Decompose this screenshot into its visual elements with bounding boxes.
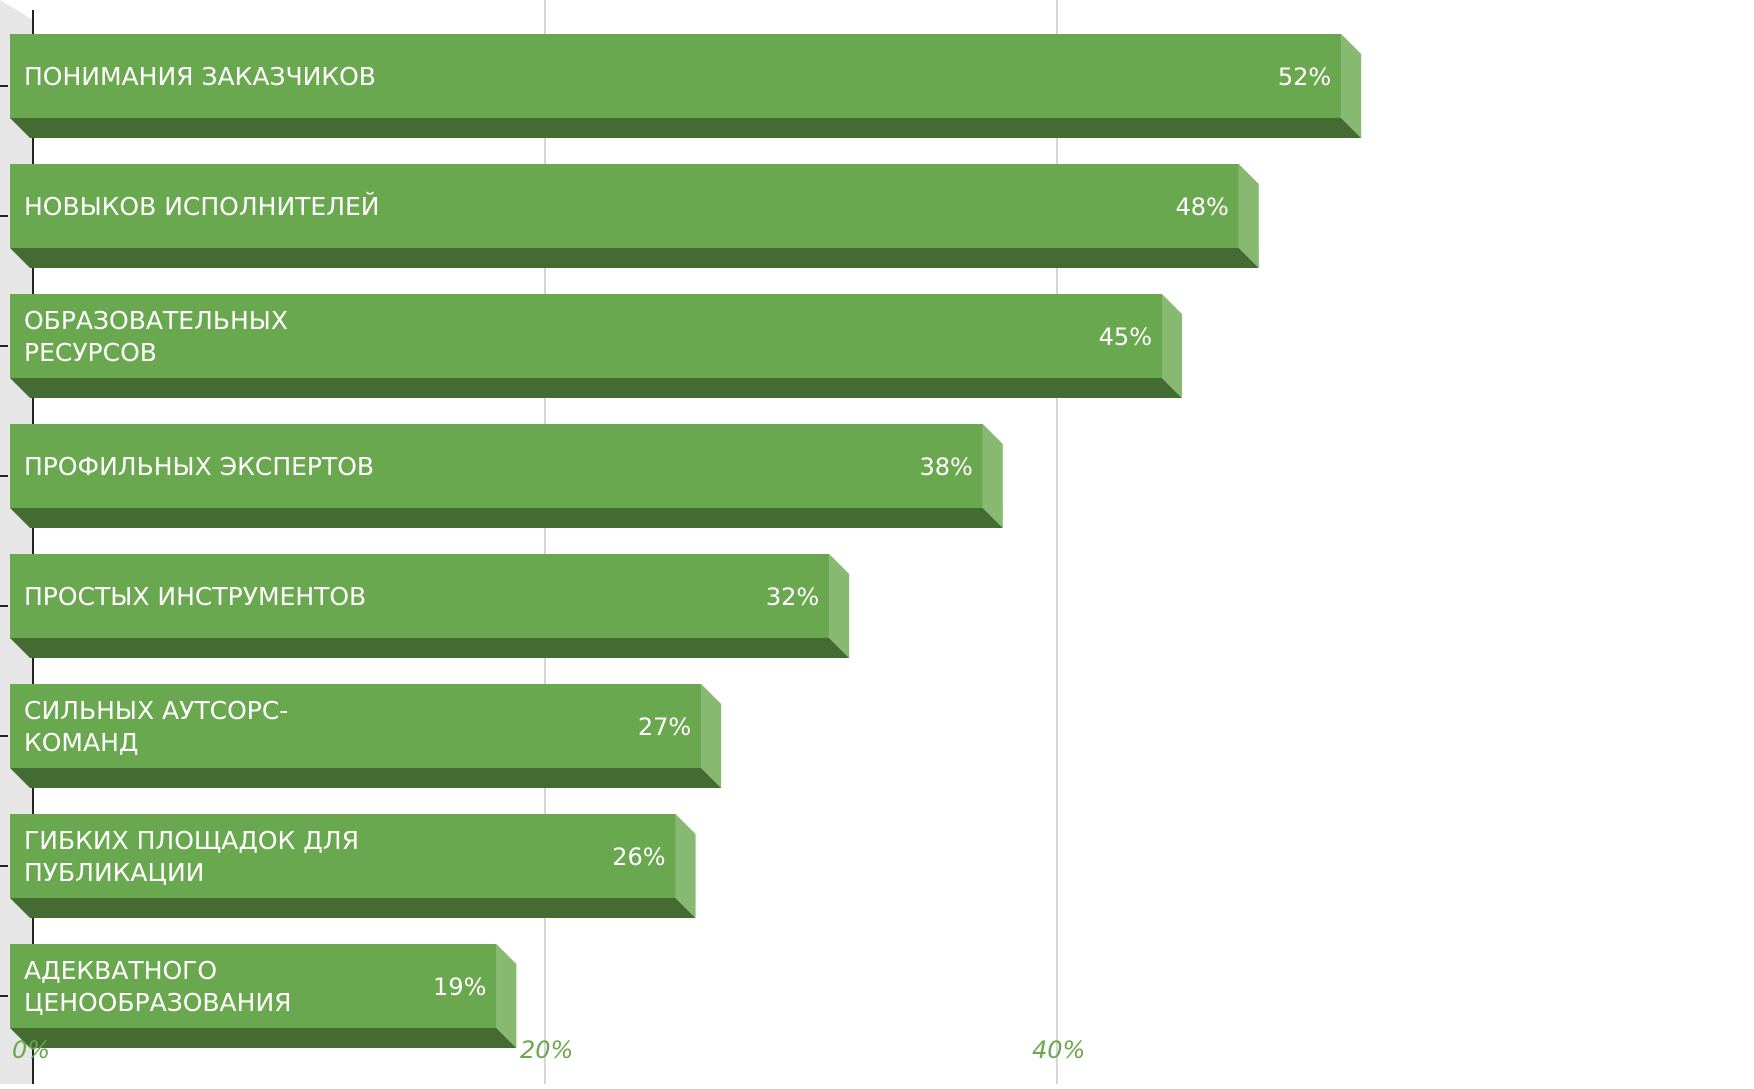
bar-bottom-face <box>10 1028 517 1048</box>
value-label: 26% <box>612 843 665 871</box>
bar-side-face <box>1162 294 1182 398</box>
category-label: ОБРАЗОВАТЕЛЬНЫХ РЕСУРСОВ <box>24 306 288 367</box>
category-label-line: ПРОСТЫХ ИНСТРУМЕНТОВ <box>24 582 366 611</box>
x-tick-label: 20% <box>520 1036 573 1064</box>
bar <box>10 554 830 638</box>
category-label-line: НОВЫКОВ ИСПОЛНИТЕЛЕЙ <box>24 192 380 221</box>
bar-bottom-face <box>10 378 1182 398</box>
category-label: ПОНИМАНИЯ ЗАКАЗЧИКОВ <box>24 62 376 91</box>
bar-side-face <box>982 424 1003 528</box>
value-label: 32% <box>766 583 819 611</box>
value-label: 45% <box>1099 323 1152 351</box>
bar <box>10 814 676 898</box>
value-label: 27% <box>638 713 691 741</box>
bar-bottom-face <box>10 768 722 788</box>
bar-bottom-face <box>10 248 1259 268</box>
category-label: АДЕКВАТНОГО ЦЕНООБРАЗОВАНИЯ <box>24 956 292 1017</box>
category-label: ПРОФИЛЬНЫХ ЭКСПЕРТОВ <box>24 452 374 481</box>
bar-bottom-face <box>10 118 1362 138</box>
bar <box>10 34 1342 118</box>
bar-side-face <box>1238 164 1259 268</box>
bar <box>10 944 497 1028</box>
category-label: СИЛЬНЫХ АУТСОРС- КОМАНД <box>24 696 288 757</box>
value-label: 48% <box>1175 193 1228 221</box>
category-label-line: ГИБКИХ ПЛОЩАДОК ДЛЯ <box>24 826 359 855</box>
category-label-line: ОБРАЗОВАТЕЛЬНЫХ <box>24 306 288 335</box>
category-label-line: СИЛЬНЫХ АУТСОРС- <box>24 696 288 725</box>
category-label-line: ПОНИМАНИЯ ЗАКАЗЧИКОВ <box>24 62 376 91</box>
category-label: ПРОСТЫХ ИНСТРУМЕНТОВ <box>24 582 366 611</box>
x-tick-label: 0% <box>12 1036 50 1064</box>
chart-left-wall <box>0 0 33 1084</box>
bar <box>10 684 702 768</box>
category-label: НОВЫКОВ ИСПОЛНИТЕЛЕЙ <box>24 192 380 221</box>
bar <box>10 294 1162 378</box>
category-label-line: РЕСУРСОВ <box>24 338 157 367</box>
value-label: 38% <box>919 453 972 481</box>
category-label-line: АДЕКВАТНОГО <box>24 956 217 985</box>
x-tick-label: 40% <box>1032 1036 1085 1064</box>
bar-side-face <box>829 554 850 658</box>
bar-bottom-face <box>10 508 1003 528</box>
bar-side-face <box>675 814 696 918</box>
bar <box>10 424 983 508</box>
bar-side-face <box>496 944 517 1048</box>
category-label-line: ЦЕНООБРАЗОВАНИЯ <box>24 988 292 1017</box>
bar-side-face <box>701 684 722 788</box>
bar-bottom-face <box>10 638 850 658</box>
category-label-line: КОМАНД <box>24 728 138 757</box>
category-label: ГИБКИХ ПЛОЩАДОК ДЛЯ ПУБЛИКАЦИИ <box>24 826 359 887</box>
bar-bottom-face <box>10 898 696 918</box>
bar-side-face <box>1341 34 1362 138</box>
category-label-line: ПУБЛИКАЦИИ <box>24 858 204 887</box>
category-label-line: ПРОФИЛЬНЫХ ЭКСПЕРТОВ <box>24 452 374 481</box>
bar <box>10 164 1239 248</box>
value-label: 19% <box>433 973 486 1001</box>
value-label: 52% <box>1278 63 1331 91</box>
